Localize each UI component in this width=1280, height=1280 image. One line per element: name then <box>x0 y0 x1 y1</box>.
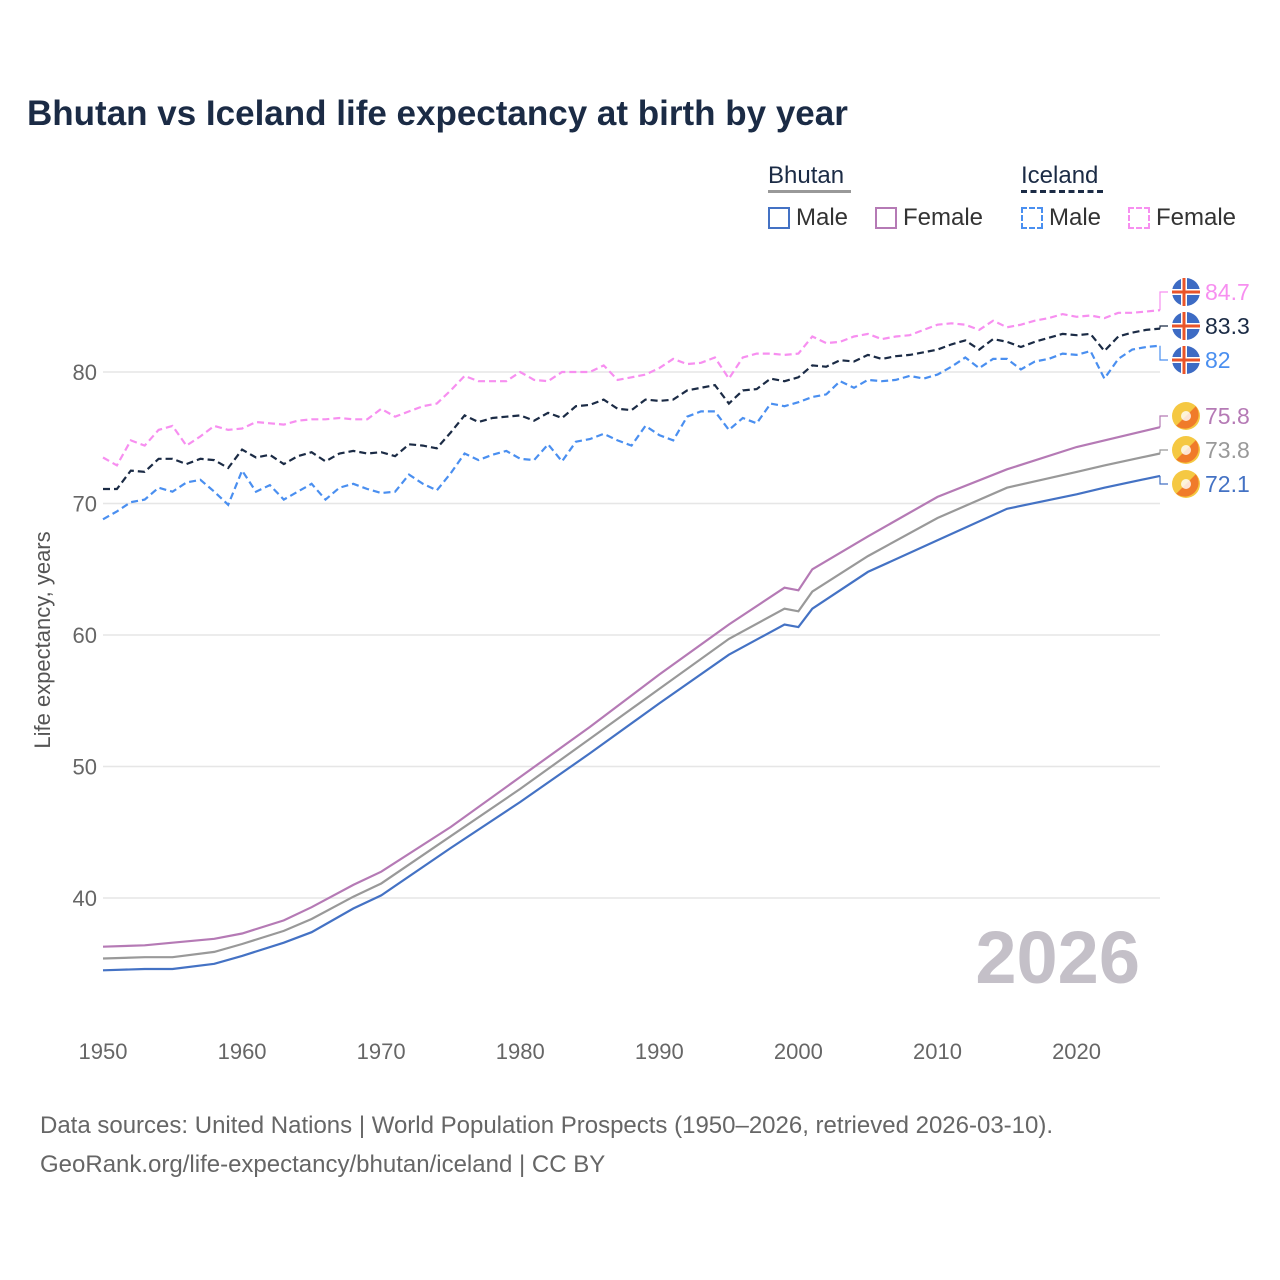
iceland-flag-icon <box>1172 278 1200 306</box>
end-value-label: 72.1 <box>1205 471 1250 497</box>
bhutan-flag-icon <box>1172 436 1200 464</box>
label-connector <box>1159 449 1168 454</box>
y-tick-label: 60 <box>73 623 97 648</box>
series-line-iceland-both-sexes <box>103 327 1161 491</box>
label-connector <box>1159 291 1168 311</box>
legend-swatch <box>768 207 790 229</box>
end-value-label: 75.8 <box>1205 403 1250 429</box>
x-tick-label: 1980 <box>496 1039 545 1064</box>
legend-iceland-female[interactable]: Female <box>1128 204 1236 232</box>
y-axis-label: Life expectancy, years <box>30 531 55 748</box>
series-line-bhutan-both-sexes <box>102 452 1161 960</box>
legend-swatch <box>875 207 897 229</box>
legend-label: Male <box>1049 204 1102 231</box>
legend-label: Male <box>796 204 849 231</box>
x-tick-label: 2000 <box>774 1039 823 1064</box>
series-line-bhutan-male <box>102 474 1161 972</box>
y-tick-label: 80 <box>73 360 97 385</box>
y-tick-label: 50 <box>73 755 97 780</box>
legend-bhutan-label: Bhutan <box>768 162 845 189</box>
legend-group-iceland: Iceland <box>1021 162 1103 193</box>
end-value-label: 73.8 <box>1205 437 1250 463</box>
end-value-label: 84.7 <box>1205 279 1250 305</box>
x-tick-label: 1990 <box>635 1039 684 1064</box>
legend-swatch <box>1021 207 1043 229</box>
legend-iceland-line <box>1021 190 1103 193</box>
year-watermark: 2026 <box>975 916 1140 999</box>
footer-sources: Data sources: United Nations | World Pop… <box>40 1112 1054 1139</box>
legend-bhutan-female[interactable]: Female <box>875 204 983 232</box>
iceland-flag-icon <box>1172 346 1200 374</box>
legend-iceland-label: Iceland <box>1021 162 1099 189</box>
chart-title: Bhutan vs Iceland life expectancy at bir… <box>27 94 848 133</box>
legend-label: Female <box>1156 204 1237 231</box>
x-tick-label: 1970 <box>357 1039 406 1064</box>
x-tick-label: 2010 <box>913 1039 962 1064</box>
label-connector <box>1159 475 1168 485</box>
end-value-label: 83.3 <box>1205 313 1250 339</box>
bhutan-flag-icon <box>1172 470 1200 498</box>
legend-group-bhutan: Bhutan <box>768 162 851 193</box>
label-connector <box>1159 325 1168 329</box>
legend-iceland-male[interactable]: Male <box>1021 204 1101 232</box>
x-tick-label: 1950 <box>79 1039 128 1064</box>
footer-link[interactable]: GeoRank.org/life-expectancy/bhutan/icela… <box>40 1151 606 1178</box>
series-line-iceland-female <box>102 309 1161 467</box>
y-tick-label: 70 <box>73 492 97 517</box>
footer: Data sources: United Nations | World Pop… <box>40 1106 1053 1184</box>
series-line-iceland-male <box>102 344 1161 521</box>
legend-label: Female <box>903 204 984 231</box>
y-tick-label: 40 <box>73 886 97 911</box>
label-connector <box>1159 345 1168 361</box>
series-line-bhutan-female <box>102 426 1161 948</box>
x-tick-label: 2020 <box>1052 1039 1101 1064</box>
legend-bhutan-male[interactable]: Male <box>768 204 848 232</box>
legend-bhutan-line <box>768 190 851 193</box>
iceland-flag-icon <box>1172 312 1200 340</box>
bhutan-flag-icon <box>1172 402 1200 430</box>
legend-swatch <box>1128 207 1150 229</box>
label-connector <box>1159 415 1168 428</box>
x-tick-label: 1960 <box>218 1039 267 1064</box>
end-value-label: 82 <box>1205 347 1231 373</box>
